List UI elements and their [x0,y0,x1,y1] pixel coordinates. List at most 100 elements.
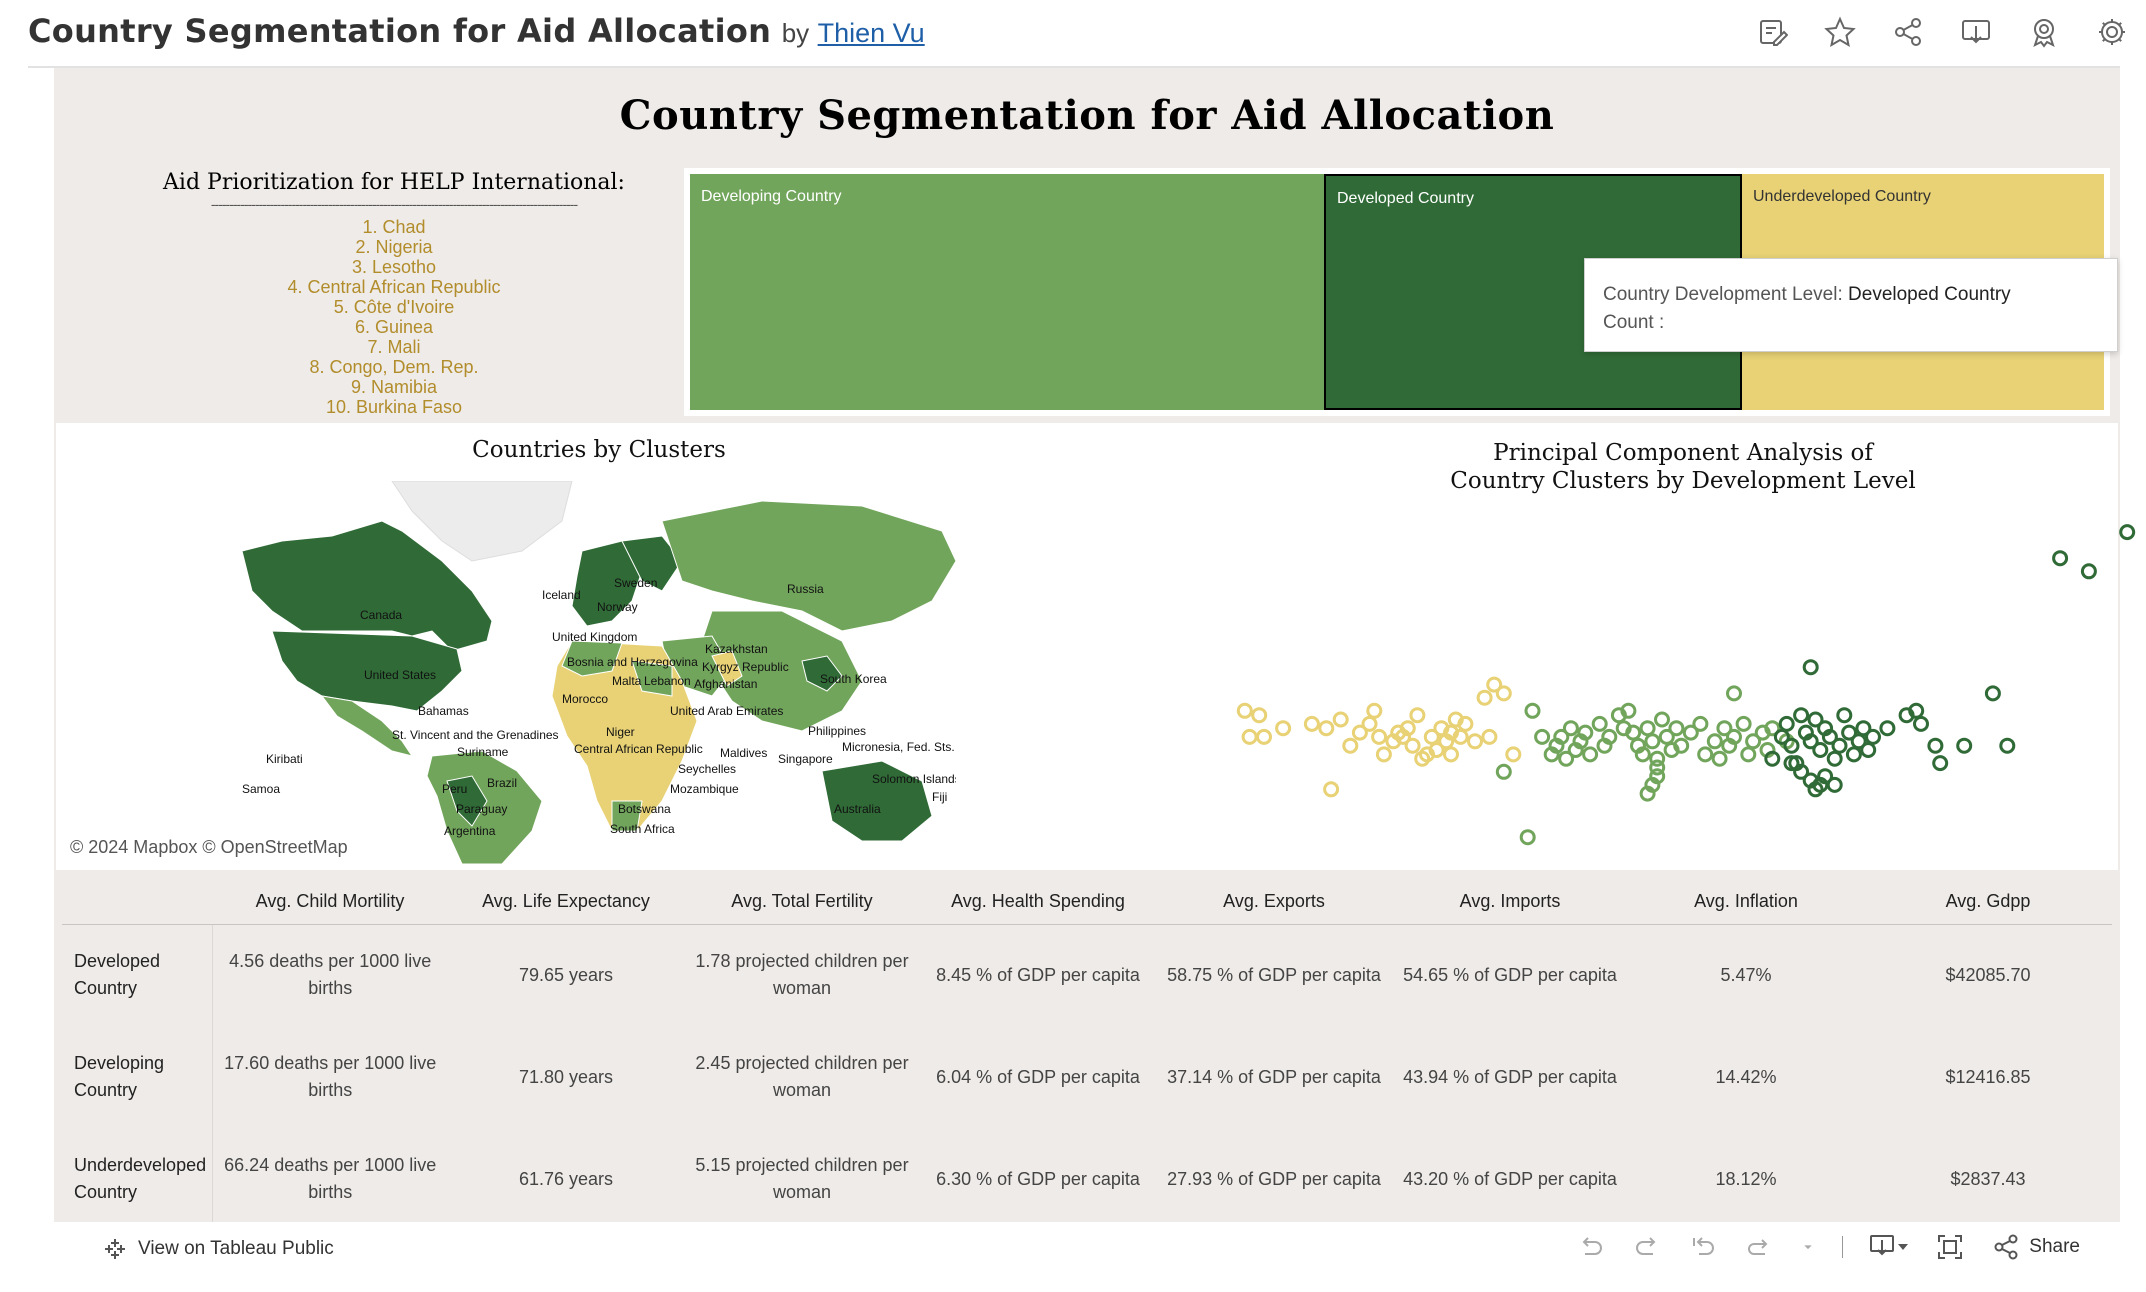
scatter-point[interactable] [1726,685,1742,702]
scatter-point[interactable] [1855,720,1872,737]
scatter-point[interactable] [1562,720,1579,737]
scatter-point[interactable] [1793,707,1810,724]
scatter-point[interactable] [1236,702,1253,719]
scatter-point[interactable] [1577,724,1594,741]
scatter-point[interactable] [1495,763,1512,780]
scatter-point[interactable] [1654,711,1670,728]
scatter-point[interactable] [1505,746,1522,763]
column-header[interactable]: Avg. Imports [1392,880,1628,925]
scatter-point[interactable] [1932,755,1949,772]
scatter-point[interactable] [1256,728,1272,745]
scatter-point[interactable] [1251,707,1268,724]
star-icon[interactable] [1824,16,1856,48]
scatter-point[interactable] [1553,728,1570,745]
scatter-point[interactable] [1457,715,1474,732]
scatter-point[interactable] [1318,720,1335,737]
scatter-point[interactable] [1745,733,1762,750]
scatter-point[interactable] [1802,659,1819,676]
scatter-point[interactable] [1826,750,1843,767]
scatter-point[interactable] [1716,720,1733,737]
scatter-point[interactable] [1850,733,1867,750]
scatter-point[interactable] [1783,737,1800,754]
scatter-point[interactable] [1476,689,1493,706]
column-header[interactable]: Avg. Exports [1156,880,1392,925]
scatter-point[interactable] [1821,728,1838,745]
download-menu-icon[interactable] [1869,1232,1909,1262]
scatter-point[interactable] [1342,737,1359,754]
scatter-point[interactable] [1395,728,1411,745]
column-header[interactable]: Avg. Total Fertility [684,880,920,925]
scatter-point[interactable] [1634,746,1651,763]
scatter-point[interactable] [1423,728,1440,745]
column-header[interactable]: Avg. Inflation [1628,880,1864,925]
scatter-point[interactable] [1812,742,1829,758]
scatter-point[interactable] [1879,720,1896,737]
fullscreen-icon[interactable] [1935,1232,1965,1262]
world-map[interactable]: Canada United States Russia Iceland Swed… [242,481,956,864]
scatter-point[interactable] [1841,724,1858,741]
scatter-point[interactable] [1443,746,1459,763]
scatter-point[interactable] [1658,728,1675,745]
scatter-point[interactable] [1323,781,1340,798]
scatter-point[interactable] [1956,737,1973,754]
edit-icon[interactable] [1756,16,1789,48]
scatter-point[interactable] [1452,728,1469,745]
column-header[interactable]: Avg. Life Expectancy [448,880,684,925]
scatter-point[interactable] [1601,728,1618,745]
scatter-point[interactable] [1639,785,1656,802]
scatter-point[interactable] [1495,685,1512,702]
scatter-point[interactable] [1366,702,1383,719]
share-icon[interactable] [1892,16,1924,48]
scatter-point[interactable] [1740,746,1757,763]
scatter-point[interactable] [1668,720,1685,737]
scatter-point[interactable] [1783,755,1800,772]
badge-icon[interactable] [2028,16,2060,48]
scatter-point[interactable] [1706,733,1723,750]
scatter-point[interactable] [1673,737,1690,754]
revert-icon[interactable] [1688,1232,1718,1262]
scatter-point[interactable] [1481,728,1498,745]
scatter-point[interactable] [1692,715,1709,732]
scatter-point[interactable] [1361,715,1378,732]
scatter-point[interactable] [1999,737,2016,754]
scatter-point[interactable] [1726,728,1742,745]
scatter-point[interactable] [1927,737,1944,754]
scatter-point[interactable] [1845,746,1862,763]
scatter-point[interactable] [2119,524,2136,541]
scatter-point[interactable] [1620,702,1637,719]
scatter-point[interactable] [1241,728,1258,745]
scatter-point[interactable] [1625,724,1642,741]
scatter-point[interactable] [1332,711,1349,728]
scatter-point[interactable] [1913,715,1929,732]
refresh-icon[interactable] [1744,1232,1774,1262]
scatter-point[interactable] [1802,733,1819,750]
column-header[interactable]: Avg. Child Mortility [212,880,448,925]
scatter-point[interactable] [1534,728,1551,745]
pca-scatter[interactable] [1216,519,2146,859]
gear-icon[interactable] [2096,16,2128,48]
scatter-point[interactable] [1644,733,1661,750]
scatter-point[interactable] [1649,750,1666,767]
scatter-point[interactable] [1639,720,1656,737]
download-icon[interactable] [1960,16,1992,48]
scatter-point[interactable] [1582,746,1599,763]
scatter-point[interactable] [1375,746,1392,763]
scatter-point[interactable] [1793,763,1810,780]
share-button[interactable]: Share [1991,1232,2080,1262]
scatter-point[interactable] [1428,742,1445,758]
scatter-point[interactable] [1404,737,1421,754]
chevron-down-icon[interactable] [1800,1239,1816,1255]
treemap-cell-developing[interactable]: Developing Country [690,174,1324,410]
author-link[interactable]: Thien Vu [817,18,925,48]
scatter-point[interactable] [1773,728,1790,745]
scatter-point[interactable] [1711,750,1728,767]
scatter-point[interactable] [1303,715,1320,732]
scatter-point[interactable] [1371,728,1388,745]
scatter-point[interactable] [1558,750,1575,767]
scatter-point[interactable] [1764,720,1781,737]
scatter-point[interactable] [1831,737,1848,754]
scatter-point[interactable] [1524,702,1541,719]
scatter-point[interactable] [1275,720,1292,737]
scatter-point[interactable] [1486,676,1503,693]
scatter-point[interactable] [1860,742,1877,758]
